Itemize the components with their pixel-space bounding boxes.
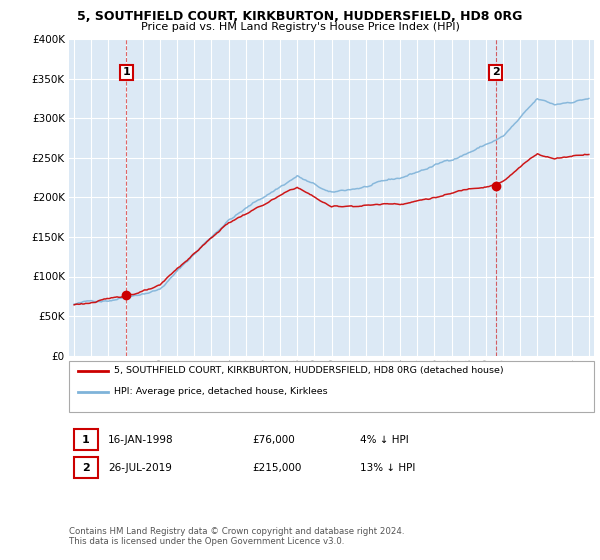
Text: 2: 2	[492, 67, 500, 77]
Text: 13% ↓ HPI: 13% ↓ HPI	[360, 463, 415, 473]
Text: £215,000: £215,000	[252, 463, 301, 473]
Text: HPI: Average price, detached house, Kirklees: HPI: Average price, detached house, Kirk…	[114, 388, 328, 396]
Text: 1: 1	[82, 435, 89, 445]
Text: 16-JAN-1998: 16-JAN-1998	[108, 435, 173, 445]
Text: Contains HM Land Registry data © Crown copyright and database right 2024.
This d: Contains HM Land Registry data © Crown c…	[69, 526, 404, 546]
Text: 26-JUL-2019: 26-JUL-2019	[108, 463, 172, 473]
Text: £76,000: £76,000	[252, 435, 295, 445]
Text: 4% ↓ HPI: 4% ↓ HPI	[360, 435, 409, 445]
Text: 1: 1	[122, 67, 130, 77]
Text: 2: 2	[82, 463, 89, 473]
Text: Price paid vs. HM Land Registry's House Price Index (HPI): Price paid vs. HM Land Registry's House …	[140, 22, 460, 32]
Text: 5, SOUTHFIELD COURT, KIRKBURTON, HUDDERSFIELD, HD8 0RG (detached house): 5, SOUTHFIELD COURT, KIRKBURTON, HUDDERS…	[114, 366, 503, 375]
Text: 5, SOUTHFIELD COURT, KIRKBURTON, HUDDERSFIELD, HD8 0RG: 5, SOUTHFIELD COURT, KIRKBURTON, HUDDERS…	[77, 10, 523, 23]
